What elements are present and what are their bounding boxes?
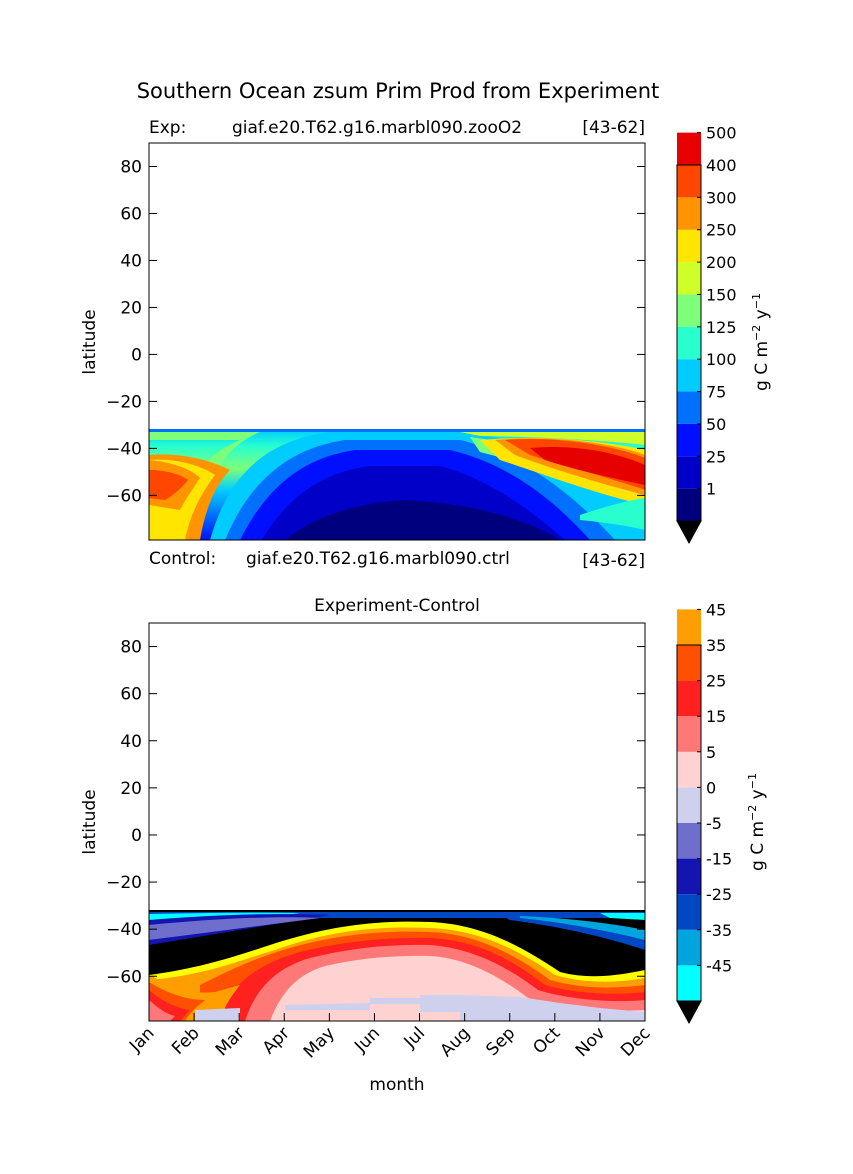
- top-colorbar-swatch: [677, 197, 701, 230]
- bottom-colorbar: -45 -35 -25 -15 -5 0 5 15 25 35 45: [676, 600, 732, 1025]
- top-ytick-label: 0: [131, 345, 142, 365]
- bottom-colorbar-tick-label: -15: [706, 850, 732, 869]
- top-colorbar-swatch: [677, 456, 701, 489]
- bottom-colorbar-tick-label: -5: [706, 814, 722, 833]
- bottom-xtick-label: Feb: [168, 1023, 203, 1058]
- top-colorbar-swatch: [677, 262, 701, 295]
- bottom-colorbar-tick-label: -35: [706, 921, 732, 940]
- top-colorbar-label: g C m−2 y−1: [750, 293, 772, 391]
- bottom-xtick-label: Dec: [617, 1023, 654, 1060]
- top-colorbar-swatch: [677, 229, 701, 263]
- bottom-colorbar-tick-label: -45: [706, 956, 732, 975]
- bottom-colorbar-swatch: [677, 929, 701, 966]
- top-colorbar-tick-label: 300: [706, 188, 737, 207]
- bottom-colorbar-tick-label: 5: [706, 743, 716, 762]
- bottom-ytick-label: −20: [106, 873, 142, 893]
- bottom-xtick-label: Apr: [259, 1023, 294, 1058]
- control-years: [43-62]: [582, 551, 645, 571]
- figure-title: Southern Ocean zsum Prim Prod from Exper…: [137, 79, 660, 103]
- bottom-colorbar-swatch: [677, 823, 701, 859]
- bottom-colorbar-swatch: [677, 680, 701, 717]
- bottom-colorbar-tick-label: 45: [706, 600, 726, 619]
- bottom-colorbar-label: g C m−2 y−1: [746, 773, 768, 871]
- top-ylabel: latitude: [80, 309, 100, 374]
- bottom-xtick-label: Jan: [125, 1023, 158, 1056]
- bottom-colorbar-swatch: [677, 894, 701, 930]
- bottom-ytick-label: 40: [120, 732, 142, 752]
- top-colorbar-swatch: [677, 165, 701, 198]
- bottom-xtick-label: Sep: [482, 1023, 519, 1060]
- top-ytick-label: 60: [120, 204, 142, 224]
- top-colorbar-swatch: [677, 391, 701, 424]
- bottom-colorbar-swatch: [677, 645, 701, 681]
- top-colorbar-extend-min: [676, 520, 702, 545]
- bottom-colorbar-swatch: [677, 858, 701, 895]
- control-case-name: giaf.e20.T62.g16.marbl090.ctrl: [246, 549, 510, 569]
- top-ytick-label: −20: [106, 392, 142, 412]
- bottom-colorbar-swatch: [677, 751, 701, 788]
- top-colorbar-frame: [676, 164, 702, 522]
- top-colorbar-swatch: [677, 326, 701, 360]
- bottom-xtick-label: Jun: [350, 1023, 384, 1057]
- bottom-ytick-label: 60: [120, 685, 142, 705]
- bottom-xtick-label: Jul: [400, 1023, 429, 1052]
- bottom-colorbar-swatch: [677, 716, 701, 752]
- bottom-xtick-label: Mar: [212, 1023, 249, 1060]
- bottom-ytick-label: 0: [131, 826, 142, 846]
- top-colorbar-tick-label: 250: [706, 221, 737, 240]
- top-colorbar-swatch: [677, 488, 701, 521]
- top-colorbar-tick-label: 150: [706, 285, 737, 304]
- top-colorbar-swatch: [677, 294, 701, 327]
- top-colorbar-tick-label: 1: [706, 480, 716, 499]
- bottom-axes-frame: [148, 622, 646, 1022]
- top-ytick-label: 80: [120, 157, 142, 177]
- bottom-colorbar-tick-label: 15: [706, 707, 726, 726]
- bottom-contour-field: [149, 623, 645, 1021]
- top-ytick-label: 20: [120, 298, 142, 318]
- top-ytick-label: −40: [106, 439, 142, 459]
- bottom-xtick-label: Nov: [572, 1023, 610, 1061]
- top-colorbar-tick-label: 75: [706, 383, 726, 402]
- top-colorbar-tick-label: 125: [706, 318, 737, 337]
- bottom-xtick-label: May: [300, 1023, 339, 1062]
- bottom-colorbar-tick-label: 25: [706, 672, 726, 691]
- bottom-ytick-label: 80: [120, 638, 142, 658]
- top-ytick-label: 40: [120, 251, 142, 271]
- top-colorbar-swatch: [677, 132, 701, 165]
- top-colorbar-swatch: [677, 423, 701, 457]
- bottom-ytick-label: −40: [106, 920, 142, 940]
- bottom-colorbar-swatch: [677, 965, 701, 1001]
- top-ytick-label: −60: [106, 486, 142, 506]
- exp-case-name: giaf.e20.T62.g16.marbl090.zooO2: [232, 118, 522, 138]
- top-y-axis: 80 60 40 20 0 −20 −40 −60: [106, 157, 645, 506]
- top-colorbar-tick-label: 100: [706, 350, 737, 369]
- bottom-xlabel: month: [369, 1075, 424, 1095]
- exp-label: Exp:: [149, 118, 186, 138]
- top-colorbar-swatch: [677, 359, 701, 392]
- top-axes-frame: [148, 142, 646, 541]
- bottom-title: Experiment-Control: [314, 596, 480, 616]
- bottom-colorbar-extend-min: [676, 1000, 702, 1025]
- bottom-colorbar-swatch: [677, 609, 701, 645]
- bottom-colorbar-tick-label: 35: [706, 636, 726, 655]
- bottom-xtick-label: Aug: [437, 1023, 475, 1061]
- bottom-xtick-label: Oct: [529, 1023, 564, 1058]
- top-colorbar-tick-label: 200: [706, 253, 737, 272]
- bottom-ytick-label: 20: [120, 779, 142, 799]
- bottom-colorbar-tick-label: -25: [706, 885, 732, 904]
- top-colorbar-tick-label: 50: [706, 415, 726, 434]
- top-colorbar-tick-label: 500: [706, 124, 737, 143]
- bottom-ytick-label: −60: [106, 967, 142, 987]
- exp-years: [43-62]: [582, 118, 645, 138]
- top-colorbar-tick-label: 400: [706, 156, 737, 175]
- top-contour-field: [149, 143, 645, 540]
- bottom-colorbar-swatch: [677, 787, 701, 823]
- bottom-colorbar-tick-label: 0: [706, 778, 716, 797]
- bottom-y-axis: 80 60 40 20 0 −20 −40 −60: [106, 638, 645, 987]
- control-label: Control:: [149, 549, 216, 569]
- bottom-ylabel: latitude: [80, 789, 100, 854]
- top-colorbar-tick-label: 25: [706, 447, 726, 466]
